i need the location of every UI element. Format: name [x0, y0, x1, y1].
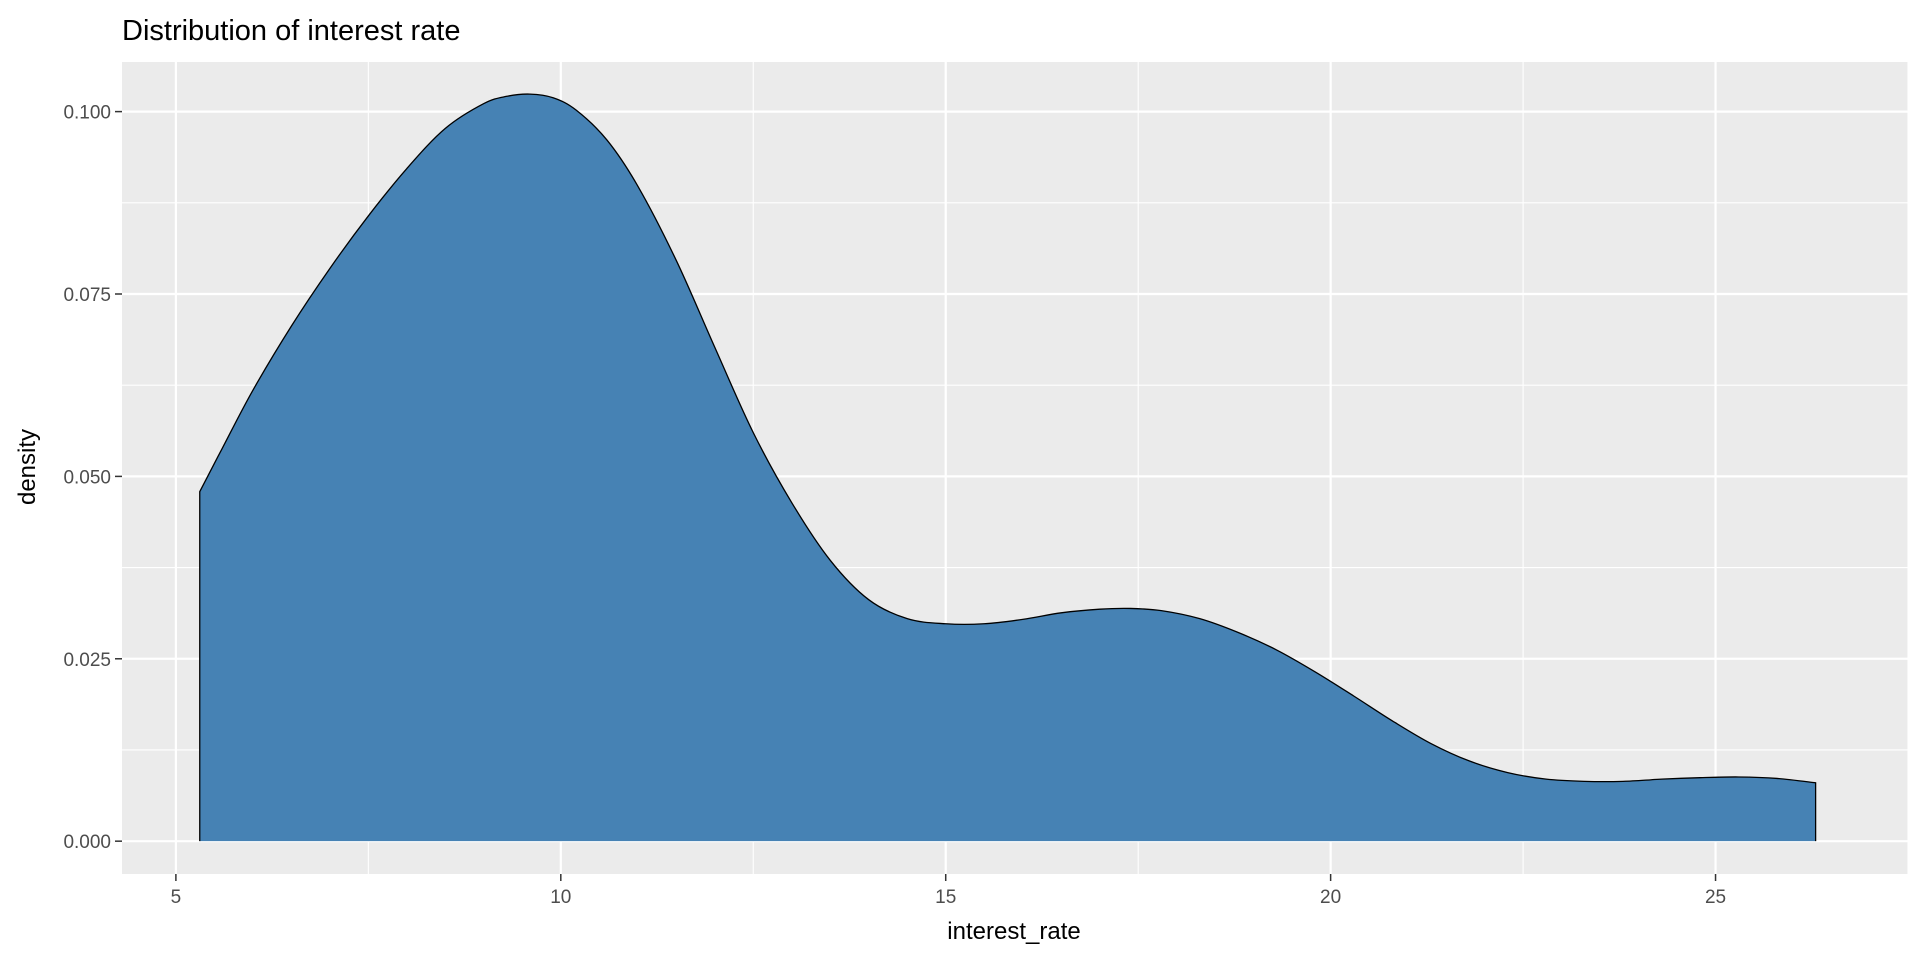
x-tick-label: 5	[171, 887, 182, 908]
data-layer	[199, 93, 1817, 842]
x-tick-label: 10	[550, 887, 571, 908]
x-tick-label: 20	[1320, 887, 1341, 908]
x-tick-label: 15	[935, 887, 956, 908]
density-area	[199, 94, 1816, 842]
y-axis-title: density	[14, 429, 41, 505]
density-line	[199, 93, 1817, 842]
x-axis-title: interest_rate	[947, 918, 1080, 945]
y-tick-label: 0.100	[63, 103, 111, 124]
y-tick-label: 0.025	[63, 650, 111, 671]
y-tick-label: 0.075	[63, 285, 111, 306]
y-tick-label: 0.000	[63, 832, 111, 853]
chart-title: Distribution of interest rate	[122, 15, 460, 47]
x-tick-label: 25	[1705, 887, 1726, 908]
y-tick-label: 0.050	[63, 467, 111, 488]
axes: 5 10 15 20 25 0.000 0.025 0.050 0.075 0.100	[63, 103, 1726, 908]
